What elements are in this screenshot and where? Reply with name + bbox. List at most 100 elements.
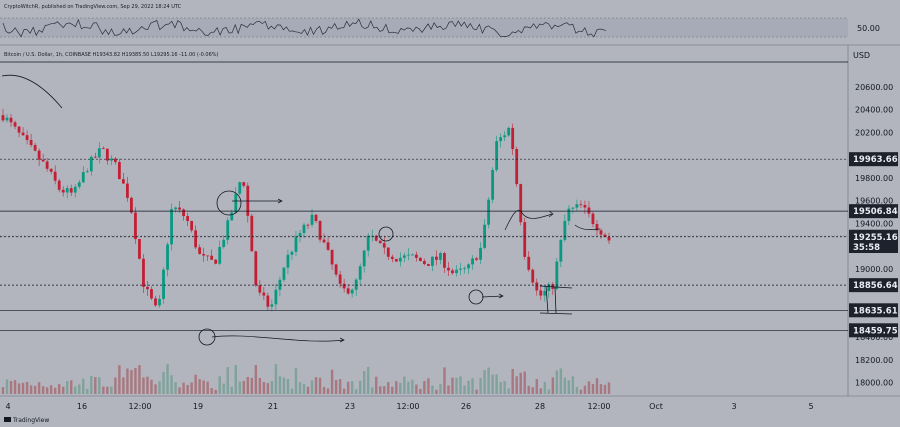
volume-bar <box>403 376 406 394</box>
candle-body <box>603 234 607 237</box>
volume-bar <box>411 379 414 394</box>
candle-body <box>579 204 583 206</box>
candle-body <box>607 236 611 241</box>
annotation-arrow <box>481 295 504 298</box>
rsi-pane[interactable]: 50.00 <box>0 12 880 45</box>
candle-body <box>495 141 499 170</box>
current-price-marker: 19255.16 35:58 <box>0 230 898 253</box>
volume-bar <box>358 380 362 394</box>
level-label-box <box>849 204 898 219</box>
candle-body <box>154 298 157 306</box>
volume-bar <box>182 382 185 394</box>
candle-body <box>282 267 286 280</box>
volume-bar <box>435 389 438 394</box>
candle-body <box>214 259 218 264</box>
volume-bar <box>459 376 462 394</box>
price-tick-label: 19000.00 <box>855 265 893 274</box>
volume-bar <box>391 386 394 394</box>
candle-body <box>254 251 258 286</box>
volume-bar <box>326 388 330 394</box>
candle-body <box>262 292 266 296</box>
candle-body <box>374 235 378 241</box>
candle-body <box>447 267 450 271</box>
volume-bar <box>226 367 229 394</box>
volume-bar <box>282 377 286 394</box>
volume-bar <box>13 380 17 394</box>
volume-bars <box>1 364 611 394</box>
time-tick-label: 23 <box>345 402 355 411</box>
candle-body <box>150 289 153 299</box>
volume-bar <box>367 366 370 394</box>
volume-bar <box>250 377 254 394</box>
candle-body <box>338 274 342 284</box>
candle-body <box>310 214 314 225</box>
volume-bar <box>591 383 595 394</box>
volume-bar <box>555 370 559 394</box>
candle-body <box>65 188 69 193</box>
time-tick-label: 12:00 <box>587 402 610 411</box>
candle-body <box>258 285 262 293</box>
volume-bar <box>246 376 250 394</box>
candle-body <box>298 233 302 237</box>
candle-body <box>531 269 535 283</box>
annotation-arrow <box>211 335 345 342</box>
price-axis[interactable]: USD <box>847 45 870 396</box>
candle-body <box>286 254 290 268</box>
price-tick-label: 19600.00 <box>855 197 893 206</box>
candle-body <box>322 239 326 243</box>
candle-body <box>17 126 21 133</box>
volume-bar <box>29 385 33 394</box>
candle-body <box>467 264 470 269</box>
time-tick-label: 5 <box>808 402 813 411</box>
volume-bar <box>543 381 546 394</box>
candle-body <box>459 268 462 270</box>
volume-bar <box>519 372 522 394</box>
time-tick-label: 26 <box>461 402 471 411</box>
volume-bar <box>447 385 450 394</box>
candle-body <box>422 261 426 265</box>
candle-body <box>406 254 410 256</box>
candle-body <box>142 258 145 287</box>
candle-body <box>362 250 366 267</box>
volume-bar <box>1 387 5 394</box>
annotation-circle <box>198 328 216 346</box>
candle-body <box>186 216 190 221</box>
candle-body <box>93 156 97 158</box>
candle-body <box>182 209 185 217</box>
candle-body <box>5 117 9 121</box>
candle-body <box>366 235 370 251</box>
candle-body <box>158 298 161 306</box>
volume-bar <box>495 374 498 394</box>
candle-body <box>266 295 270 307</box>
current-price-label: 19255.16 <box>853 233 898 243</box>
candle-body <box>390 256 394 259</box>
candle-body <box>499 137 503 142</box>
candle-body <box>270 304 274 307</box>
candle-body <box>507 127 511 136</box>
volume-bar <box>274 364 278 394</box>
volume-bar <box>302 383 306 394</box>
arrow-head <box>277 198 283 204</box>
volume-bar <box>110 386 113 394</box>
volume-bar <box>210 388 213 394</box>
volume-bar <box>218 376 221 394</box>
time-axis[interactable]: 4 16 12:00 19 21 23 12:00 26 28 12:00 Oct 3 5 <box>5 402 813 411</box>
time-tick-label: 21 <box>268 402 278 411</box>
volume-bar <box>334 379 338 394</box>
time-tick-label: 3 <box>731 402 736 411</box>
candle-body <box>97 148 101 158</box>
volume-bar <box>162 372 165 394</box>
candle-body <box>475 258 478 260</box>
volume-bar <box>286 378 290 394</box>
candle-body <box>535 282 539 291</box>
volume-bar <box>202 380 205 394</box>
candle-body <box>274 289 278 305</box>
price-tick-label: 20200.00 <box>855 128 893 137</box>
volume-bar <box>551 377 555 394</box>
volume-bar <box>419 388 422 394</box>
volume-bar <box>306 386 310 394</box>
volume-bar <box>415 384 418 394</box>
candle-body <box>81 172 85 183</box>
